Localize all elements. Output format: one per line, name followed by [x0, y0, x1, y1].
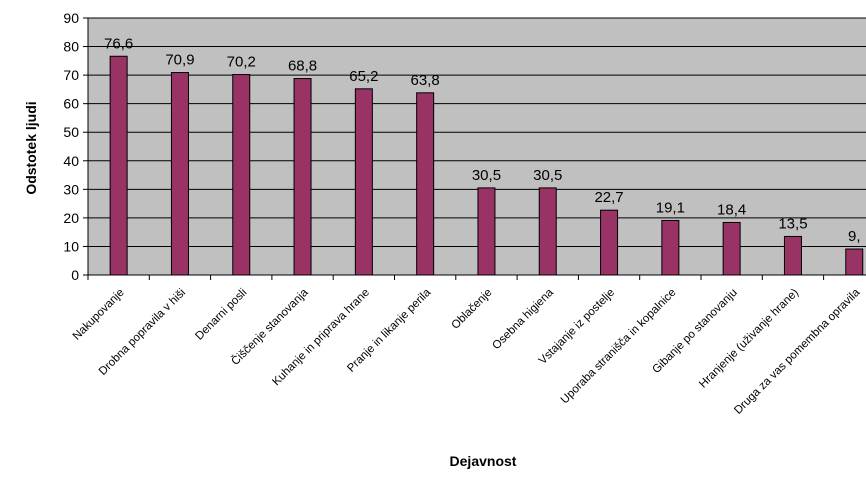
bar — [170, 72, 189, 276]
bar — [109, 55, 128, 276]
data-label: 18,4 — [717, 201, 746, 218]
plot-background — [88, 18, 866, 275]
data-label: 19,1 — [656, 199, 685, 216]
bar — [722, 221, 741, 276]
category-label: Uporaba stranišča in kopalnice — [559, 287, 679, 407]
y-tick-label: 60 — [63, 96, 79, 112]
y-tick-label: 70 — [63, 67, 79, 83]
bar — [661, 219, 680, 276]
x-axis-title: Dejavnost — [450, 453, 517, 469]
y-tick-label: 90 — [63, 10, 79, 26]
category-label: Hranjenje (uživanje hrane) — [697, 287, 801, 391]
data-label: 13,5 — [778, 215, 807, 232]
data-label: 65,2 — [349, 68, 378, 85]
plot-area — [88, 17, 866, 276]
y-axis-title: Odstotek ljudi — [23, 101, 39, 194]
y-tick-label: 10 — [63, 238, 79, 254]
y-axis: 0 10 20 30 40 50 60 70 80 90 — [63, 10, 89, 283]
bar — [477, 187, 496, 276]
data-label: 70,2 — [227, 54, 256, 71]
y-tick-label: 40 — [63, 153, 79, 169]
bar — [416, 92, 435, 276]
data-label: 63,8 — [411, 72, 440, 89]
data-labels: 76,6 70,9 70,2 68,8 65,2 63,8 30,5 30,5 22,7 19,1… — [104, 35, 860, 245]
y-tick-label: 0 — [71, 267, 79, 283]
category-label: Osebna higiena — [490, 286, 556, 352]
y-tick-label: 50 — [63, 124, 79, 140]
category-label: Nakupovanje — [71, 287, 127, 343]
bar — [600, 209, 619, 276]
bar — [845, 248, 864, 276]
y-tick-label: 80 — [63, 39, 79, 55]
category-label: Druga za vas pomembna opravila — [732, 286, 862, 416]
bar — [538, 187, 557, 276]
data-label: 76,6 — [104, 35, 133, 52]
bar — [293, 78, 312, 276]
category-label: Oblačenje — [449, 287, 494, 332]
data-label: 30,5 — [533, 167, 562, 184]
y-tick-label: 30 — [63, 181, 79, 197]
data-label: 30,5 — [472, 167, 501, 184]
bar — [232, 74, 251, 276]
bar — [783, 235, 802, 276]
data-label: 68,8 — [288, 58, 317, 75]
data-label: 9, — [848, 228, 861, 245]
data-label: 70,9 — [165, 52, 194, 69]
y-tick-label: 20 — [63, 210, 79, 226]
category-label: Denarni posli — [193, 287, 249, 343]
data-label: 22,7 — [594, 189, 623, 206]
bar — [354, 88, 373, 276]
bars — [109, 55, 864, 276]
